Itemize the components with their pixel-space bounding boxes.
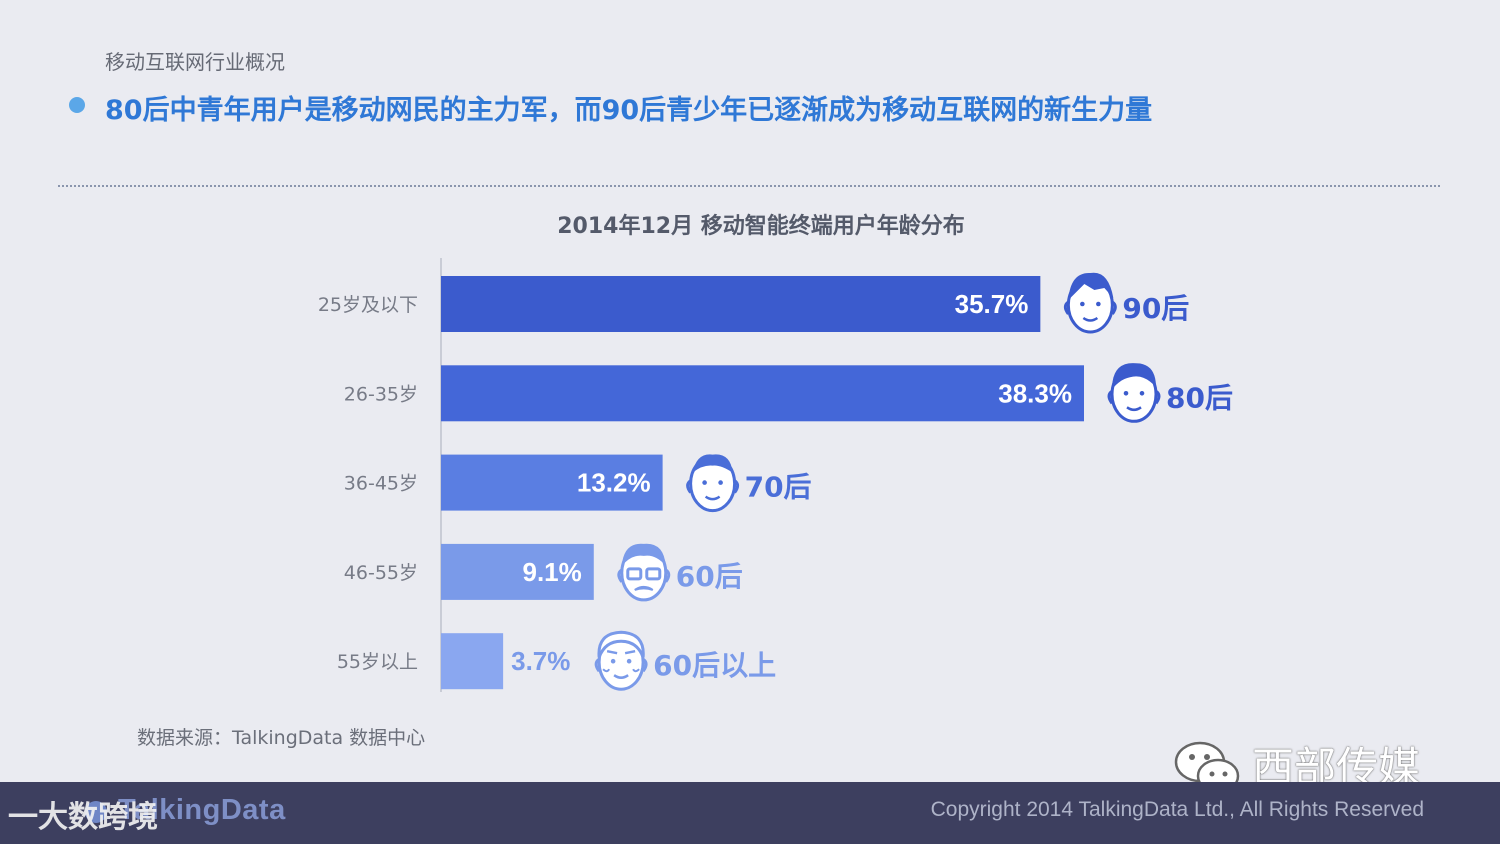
value-label: 38.3% [998, 378, 1072, 408]
dotted-divider [58, 185, 1440, 187]
headline: 80后中青年用户是移动网民的主力军，而90后青少年已逐渐成为移动互联网的新生力量 [105, 95, 1153, 126]
young-man-face-icon [1063, 272, 1117, 334]
category-label: 25岁及以下 [318, 294, 418, 316]
category-label: 36-45岁 [344, 473, 418, 495]
value-label: 9.1% [523, 557, 582, 587]
elderly-man-face-icon [594, 630, 648, 691]
generation-label: 60后以上 [653, 649, 776, 682]
generation-label: 90后 [1122, 292, 1189, 325]
generation-label: 60后 [676, 560, 743, 593]
talkingdata-logo-icon [85, 801, 107, 823]
bullet-dot [69, 97, 85, 113]
glasses-mustache-man-face-icon [617, 543, 671, 602]
generation-label: 70后 [745, 471, 812, 504]
value-label: 3.7% [511, 646, 570, 676]
footer-brand: TalkingData [118, 794, 286, 826]
chart-title: 2014年12月 移动智能终端用户年龄分布 [557, 214, 965, 239]
value-label: 35.7% [955, 289, 1029, 319]
data-source: 数据来源：TalkingData 数据中心 [137, 727, 426, 749]
category-label: 46-55岁 [344, 562, 418, 584]
value-label: 13.2% [577, 468, 651, 498]
section-title: 移动互联网行业概况 [105, 50, 285, 74]
bar [441, 276, 1041, 332]
category-label: 26-35岁 [344, 383, 418, 405]
bar [441, 543, 594, 600]
footer-bar: TalkingData Copyright 2014 TalkingData L… [0, 782, 1500, 844]
copyright: Copyright 2014 TalkingData Ltd., All Rig… [930, 798, 1424, 821]
watermark-left: 一大数跨境 [8, 800, 158, 835]
category-label: 55岁以上 [337, 651, 418, 673]
generation-label: 80后 [1166, 381, 1233, 414]
bar [441, 365, 1084, 422]
man-face-icon [1107, 363, 1161, 423]
middle-aged-man-face-icon [686, 454, 740, 513]
bar [441, 454, 663, 511]
bar [441, 633, 504, 690]
